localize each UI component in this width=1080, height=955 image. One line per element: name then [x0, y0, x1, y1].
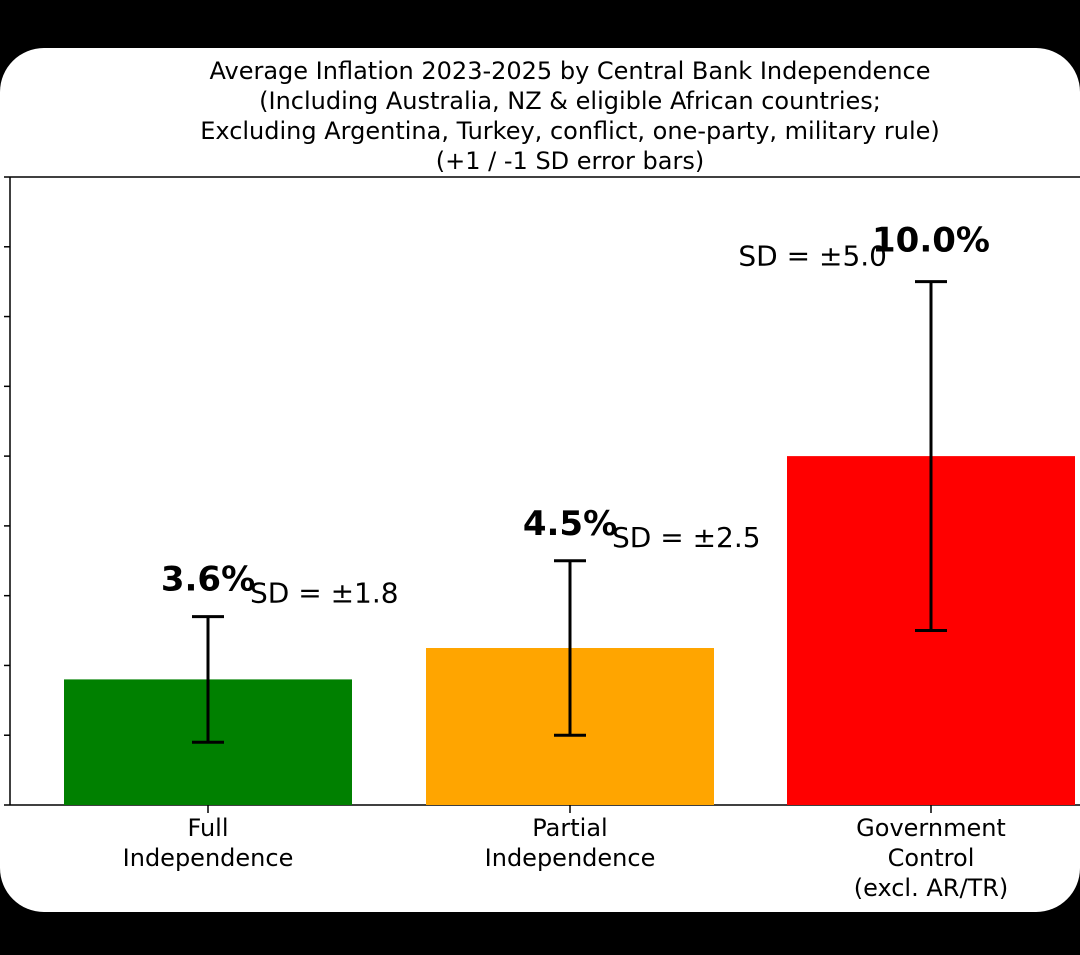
- x-tick-label-0: Independence: [123, 844, 294, 872]
- x-tick-label-2: Control: [888, 844, 975, 872]
- sd-label-1: SD = ±2.5: [612, 521, 761, 554]
- chart-title-line: Excluding Argentina, Turkey, conflict, o…: [200, 117, 940, 145]
- value-label-1: 4.5%: [523, 504, 617, 544]
- x-tick-label-2: (excl. AR/TR): [854, 874, 1009, 902]
- x-tick-label-1: Partial: [532, 814, 607, 842]
- value-label-2: 10.0%: [872, 221, 990, 261]
- sd-label-2: SD = ±5.0: [738, 240, 887, 273]
- x-tick-label-0: Full: [187, 814, 228, 842]
- chart-error-bars: [192, 280, 947, 744]
- x-tick-label-1: Independence: [485, 844, 656, 872]
- x-axis-tick-labels: FullIndependencePartialIndependenceGover…: [123, 805, 1009, 902]
- chart-title: Average Inflation 2023-2025 by Central B…: [200, 57, 940, 175]
- value-label-0: 3.6%: [161, 560, 255, 600]
- chart-data-labels: 3.6%SD = ±1.8 4.5%SD = ±2.5 10.0%SD = ±5.0: [161, 221, 990, 610]
- sd-label-0: SD = ±1.8: [250, 577, 399, 610]
- chart-title-line: (Including Australia, NZ & eligible Afri…: [259, 87, 881, 115]
- x-tick-label-2: Government: [856, 814, 1006, 842]
- chart-title-line: Average Inflation 2023-2025 by Central B…: [209, 57, 930, 85]
- chart-title-line: (+1 / -1 SD error bars): [436, 147, 704, 175]
